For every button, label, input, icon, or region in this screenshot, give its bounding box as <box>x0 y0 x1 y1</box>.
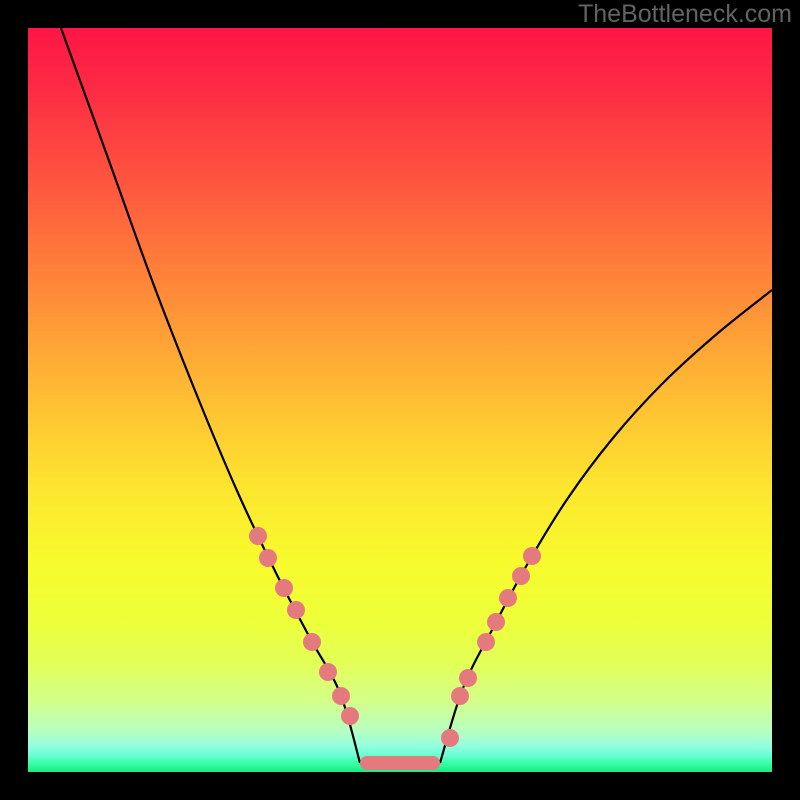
markers-right <box>441 547 541 747</box>
plot-area <box>28 28 772 772</box>
chart-overlay <box>28 28 772 772</box>
data-marker <box>332 687 350 705</box>
curve-right <box>440 290 772 763</box>
data-marker <box>512 567 530 585</box>
border-right <box>772 0 800 800</box>
data-marker <box>287 601 305 619</box>
data-marker <box>259 549 277 567</box>
border-left <box>0 0 28 800</box>
data-marker <box>341 707 359 725</box>
data-marker <box>441 729 459 747</box>
border-bottom <box>0 772 800 800</box>
watermark-text: TheBottleneck.com <box>578 0 792 29</box>
curve-left <box>61 28 360 763</box>
chart-frame: TheBottleneck.com <box>0 0 800 800</box>
data-marker <box>499 589 517 607</box>
data-marker <box>303 633 321 651</box>
data-marker <box>275 579 293 597</box>
data-marker <box>319 663 337 681</box>
data-marker <box>459 669 477 687</box>
data-marker <box>249 527 267 545</box>
valley-bar <box>360 756 440 770</box>
data-marker <box>523 547 541 565</box>
data-marker <box>451 687 469 705</box>
data-marker <box>487 613 505 631</box>
data-marker <box>477 633 495 651</box>
